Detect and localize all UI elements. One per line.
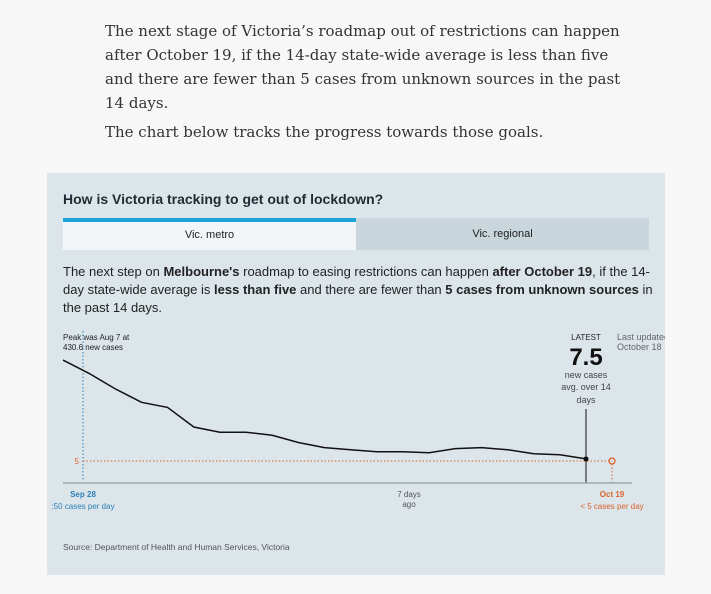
- last-updated-line2: October 18: [617, 342, 662, 352]
- region-tabs: Vic. metro Vic. regional: [63, 218, 649, 250]
- latest-caption-line2: avg. over 14: [561, 382, 611, 392]
- article-paragraph: The next stage of Victoria’s roadmap out…: [105, 22, 621, 112]
- end-note: < 5 cases per day: [580, 502, 643, 511]
- case-average-chart: Peak was Aug 7 at 430.6 new cases LATEST…: [51, 331, 665, 511]
- tab-vic-regional[interactable]: Vic. regional: [356, 218, 649, 250]
- latest-label: LATEST: [571, 333, 601, 342]
- latest-caption-line3: days: [576, 395, 596, 405]
- latest-caption-line1: new cases: [565, 370, 608, 380]
- threshold-label: 5: [75, 457, 80, 466]
- card-title: How is Victoria tracking to get out of l…: [63, 191, 384, 207]
- tab-vic-metro[interactable]: Vic. metro: [63, 218, 356, 250]
- latest-value: 7.5: [569, 344, 602, 371]
- x-label-middle-line1: 7 days: [397, 490, 421, 499]
- latest-point: [583, 456, 589, 462]
- case-average-line: [62, 359, 587, 460]
- last-updated-line1: Last updated:: [617, 332, 665, 342]
- source-note: Source: Department of Health and Human S…: [63, 542, 290, 552]
- peak-annotation-line2: 430.6 new cases: [63, 343, 123, 352]
- chart-card: How is Victoria tracking to get out of l…: [47, 173, 665, 575]
- start-note: :50 cases per day: [51, 502, 114, 511]
- peak-annotation-line1: Peak was Aug 7 at: [63, 333, 130, 342]
- x-label-end: Oct 19: [600, 490, 625, 499]
- x-label-start: Sep 28: [70, 490, 96, 499]
- x-label-middle-line2: ago: [402, 500, 416, 509]
- chart-description: The next step on Melbourne's roadmap to …: [63, 264, 653, 315]
- series-layer: [62, 359, 589, 462]
- article-paragraph: The chart below tracks the progress towa…: [105, 123, 544, 141]
